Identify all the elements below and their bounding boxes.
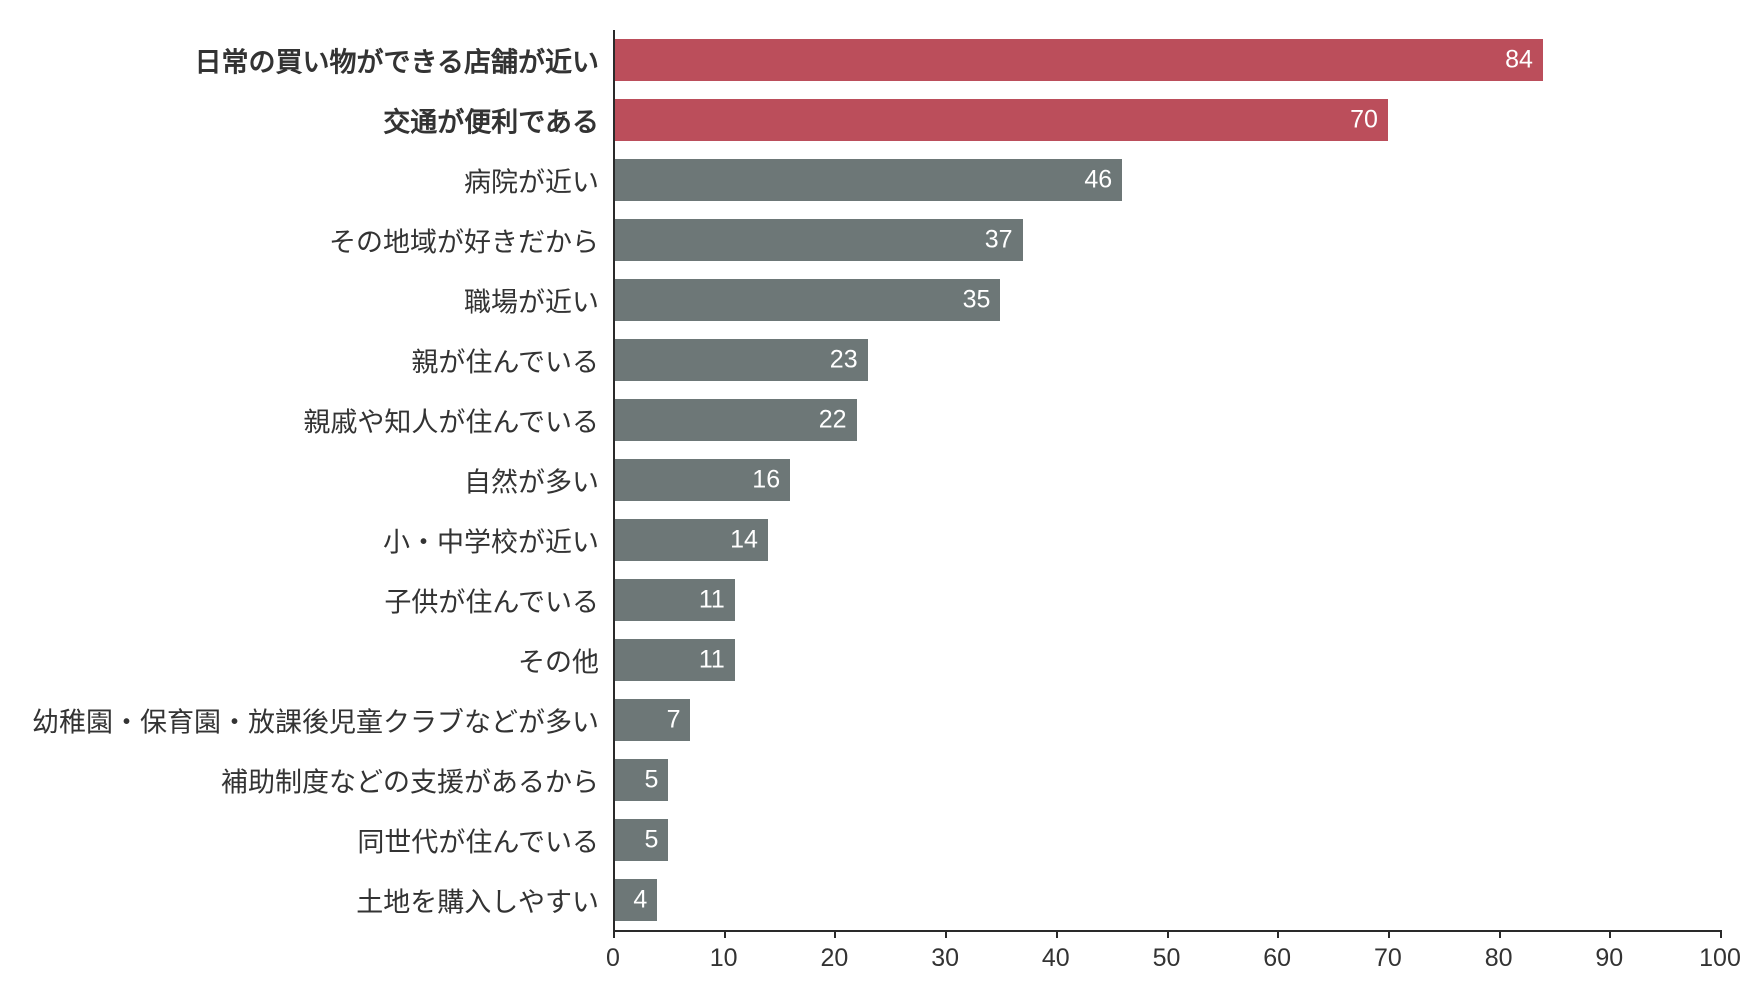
category-label: 子供が住んでいる bbox=[384, 581, 613, 620]
category-label: 親戚や知人が住んでいる bbox=[303, 401, 613, 440]
value-label: 35 bbox=[963, 286, 1001, 315]
value-label: 46 bbox=[1084, 166, 1122, 195]
bar bbox=[615, 39, 1543, 81]
x-tick-label: 80 bbox=[1485, 944, 1513, 973]
x-tick bbox=[1277, 930, 1279, 938]
category-label: 補助制度などの支援があるから bbox=[221, 761, 613, 800]
value-label: 5 bbox=[644, 826, 668, 855]
bar-row: その地域が好きだから37 bbox=[613, 219, 1720, 261]
bar bbox=[615, 159, 1122, 201]
bar-row: 交通が便利である70 bbox=[613, 99, 1720, 141]
x-tick-label: 60 bbox=[1263, 944, 1291, 973]
category-label: 小・中学校が近い bbox=[383, 521, 613, 560]
x-tick bbox=[1167, 930, 1169, 938]
category-label: 職場が近い bbox=[464, 281, 613, 320]
bar bbox=[615, 99, 1388, 141]
bar-row: 日常の買い物ができる店舗が近い84 bbox=[613, 39, 1720, 81]
x-tick-label: 30 bbox=[931, 944, 959, 973]
bar-row: 補助制度などの支援があるから5 bbox=[613, 759, 1720, 801]
bar-row: 職場が近い35 bbox=[613, 279, 1720, 321]
bar-row: その他11 bbox=[613, 639, 1720, 681]
category-label: 土地を購入しやすい bbox=[356, 881, 613, 920]
category-label: 自然が多い bbox=[464, 461, 613, 500]
plot-area: 0102030405060708090100日常の買い物ができる店舗が近い84交… bbox=[613, 30, 1720, 930]
value-label: 23 bbox=[830, 346, 868, 375]
x-tick-label: 40 bbox=[1042, 944, 1070, 973]
category-label: 日常の買い物ができる店舗が近い bbox=[195, 41, 613, 80]
bar-row: 幼稚園・保育園・放課後児童クラブなどが多い7 bbox=[613, 699, 1720, 741]
value-label: 11 bbox=[699, 646, 735, 675]
x-tick-label: 0 bbox=[606, 944, 620, 973]
bar-row: 親が住んでいる23 bbox=[613, 339, 1720, 381]
x-tick-label: 20 bbox=[820, 944, 848, 973]
x-tick bbox=[1388, 930, 1390, 938]
bar-row: 自然が多い16 bbox=[613, 459, 1720, 501]
category-label: 親が住んでいる bbox=[411, 341, 613, 380]
category-label: 幼稚園・保育園・放課後児童クラブなどが多い bbox=[32, 701, 613, 740]
value-label: 4 bbox=[633, 886, 657, 915]
bar-row: 土地を購入しやすい4 bbox=[613, 879, 1720, 921]
bar bbox=[615, 279, 1000, 321]
bar-row: 病院が近い46 bbox=[613, 159, 1720, 201]
value-label: 7 bbox=[667, 706, 691, 735]
x-tick bbox=[724, 930, 726, 938]
x-tick bbox=[945, 930, 947, 938]
x-tick bbox=[1720, 930, 1722, 938]
value-label: 70 bbox=[1350, 106, 1388, 135]
category-label: その地域が好きだから bbox=[329, 221, 613, 260]
category-label: 病院が近い bbox=[464, 161, 613, 200]
x-tick-label: 10 bbox=[710, 944, 738, 973]
category-label: その他 bbox=[518, 641, 613, 680]
value-label: 84 bbox=[1505, 46, 1543, 75]
category-label: 同世代が住んでいる bbox=[357, 821, 613, 860]
x-tick-label: 50 bbox=[1153, 944, 1181, 973]
x-tick bbox=[1499, 930, 1501, 938]
bar-row: 小・中学校が近い14 bbox=[613, 519, 1720, 561]
x-tick bbox=[1056, 930, 1058, 938]
bar bbox=[615, 219, 1023, 261]
horizontal-bar-chart: 0102030405060708090100日常の買い物ができる店舗が近い84交… bbox=[0, 0, 1760, 1005]
bar-row: 子供が住んでいる11 bbox=[613, 579, 1720, 621]
x-tick bbox=[1609, 930, 1611, 938]
value-label: 37 bbox=[985, 226, 1023, 255]
category-label: 交通が便利である bbox=[383, 101, 613, 140]
x-tick bbox=[613, 930, 615, 938]
x-tick-label: 90 bbox=[1595, 944, 1623, 973]
x-tick bbox=[834, 930, 836, 938]
x-tick-label: 100 bbox=[1699, 944, 1741, 973]
value-label: 22 bbox=[819, 406, 857, 435]
bar-row: 親戚や知人が住んでいる22 bbox=[613, 399, 1720, 441]
bar-row: 同世代が住んでいる5 bbox=[613, 819, 1720, 861]
value-label: 11 bbox=[699, 586, 735, 615]
value-label: 14 bbox=[730, 526, 768, 555]
value-label: 16 bbox=[752, 466, 790, 495]
value-label: 5 bbox=[644, 766, 668, 795]
x-tick-label: 70 bbox=[1374, 944, 1402, 973]
